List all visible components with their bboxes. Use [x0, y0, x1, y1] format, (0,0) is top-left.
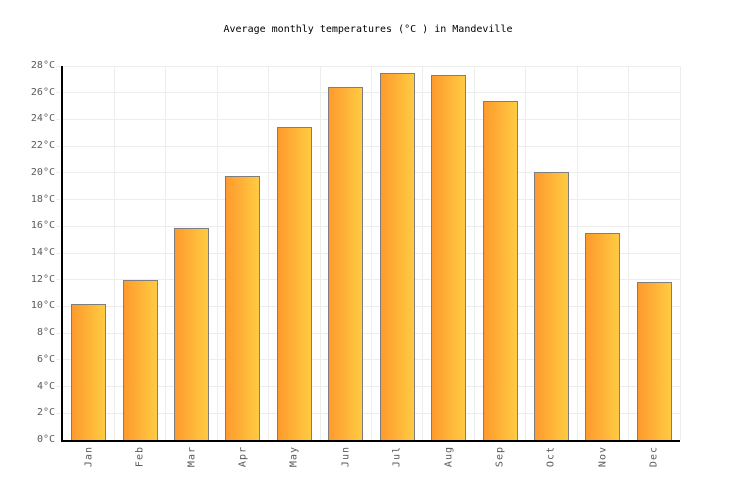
- y-axis-tick: [56, 359, 60, 361]
- y-tick-label: 10°C: [30, 300, 55, 312]
- v-gridline: [319, 66, 321, 440]
- bar-sep: [482, 100, 518, 440]
- v-gridline: [576, 66, 578, 440]
- y-tick-label: 20°C: [30, 166, 55, 178]
- plot-area: [61, 65, 681, 442]
- bar-mar: [174, 227, 210, 440]
- y-tick-label: 28°C: [30, 60, 55, 71]
- y-tick-label: 2°C: [36, 407, 55, 419]
- y-tick-label: 12°C: [30, 273, 55, 285]
- v-gridline: [268, 66, 270, 440]
- bar-apr: [225, 175, 261, 440]
- x-tick-label-mar: Mar: [186, 446, 198, 468]
- v-gridline: [216, 66, 218, 440]
- x-tick-label-jan: Jan: [83, 446, 95, 468]
- bar-jul: [379, 72, 415, 440]
- v-gridline: [679, 66, 681, 440]
- bar-oct: [533, 171, 569, 440]
- y-axis-tick: [56, 92, 60, 94]
- v-gridline: [525, 66, 527, 440]
- v-gridline: [113, 66, 115, 440]
- y-tick-label: 8°C: [36, 327, 55, 339]
- y-tick-label: 14°C: [30, 247, 55, 258]
- y-axis-tick: [56, 65, 60, 67]
- x-tick-label-feb: Feb: [134, 446, 146, 468]
- bar-feb: [122, 279, 158, 440]
- y-tick-label: 26°C: [30, 86, 55, 98]
- x-tick-label-dec: Dec: [648, 446, 660, 468]
- chart-title: Average monthly temperatures (°C ) in Ma…: [223, 24, 513, 35]
- y-tick-label: 18°C: [30, 193, 55, 205]
- y-tick-label: 4°C: [36, 380, 55, 392]
- y-axis-tick: [56, 332, 60, 334]
- x-tick-label-jul: Jul: [391, 446, 403, 468]
- y-axis-tick: [56, 252, 60, 254]
- x-tick-label-may: May: [288, 446, 300, 468]
- y-tick-label: 24°C: [30, 113, 55, 125]
- bar-jun: [328, 87, 364, 440]
- v-gridline: [371, 66, 372, 440]
- y-tick-label: 0°C: [36, 434, 55, 445]
- y-tick-label: 16°C: [30, 220, 55, 232]
- x-tick-label-sep: Sep: [494, 446, 506, 468]
- v-gridline: [422, 66, 424, 440]
- x-tick-label-jun: Jun: [340, 446, 352, 468]
- bar-aug: [431, 75, 467, 440]
- bar-nov: [585, 232, 621, 440]
- x-tick-label-aug: Aug: [443, 446, 455, 468]
- v-gridline: [628, 66, 630, 440]
- y-axis-tick: [56, 279, 60, 281]
- bar-may: [276, 127, 312, 440]
- y-axis-tick: [56, 225, 60, 227]
- bar-jan: [71, 303, 107, 440]
- bar-dec: [636, 282, 672, 440]
- y-axis-tick: [56, 305, 60, 307]
- y-axis-tick: [56, 172, 60, 174]
- y-axis-tick: [56, 118, 60, 120]
- x-tick-label-oct: Oct: [545, 446, 557, 468]
- x-tick-label-apr: Apr: [237, 446, 249, 468]
- y-tick-label: 22°C: [30, 140, 55, 152]
- y-axis-tick: [56, 145, 60, 147]
- v-gridline: [473, 66, 475, 440]
- x-tick-label-nov: Nov: [597, 446, 609, 468]
- y-axis-tick: [56, 412, 60, 414]
- y-tick-label: 6°C: [36, 353, 55, 365]
- y-axis-tick: [56, 199, 60, 201]
- y-axis-tick: [56, 386, 60, 388]
- v-gridline: [165, 66, 167, 440]
